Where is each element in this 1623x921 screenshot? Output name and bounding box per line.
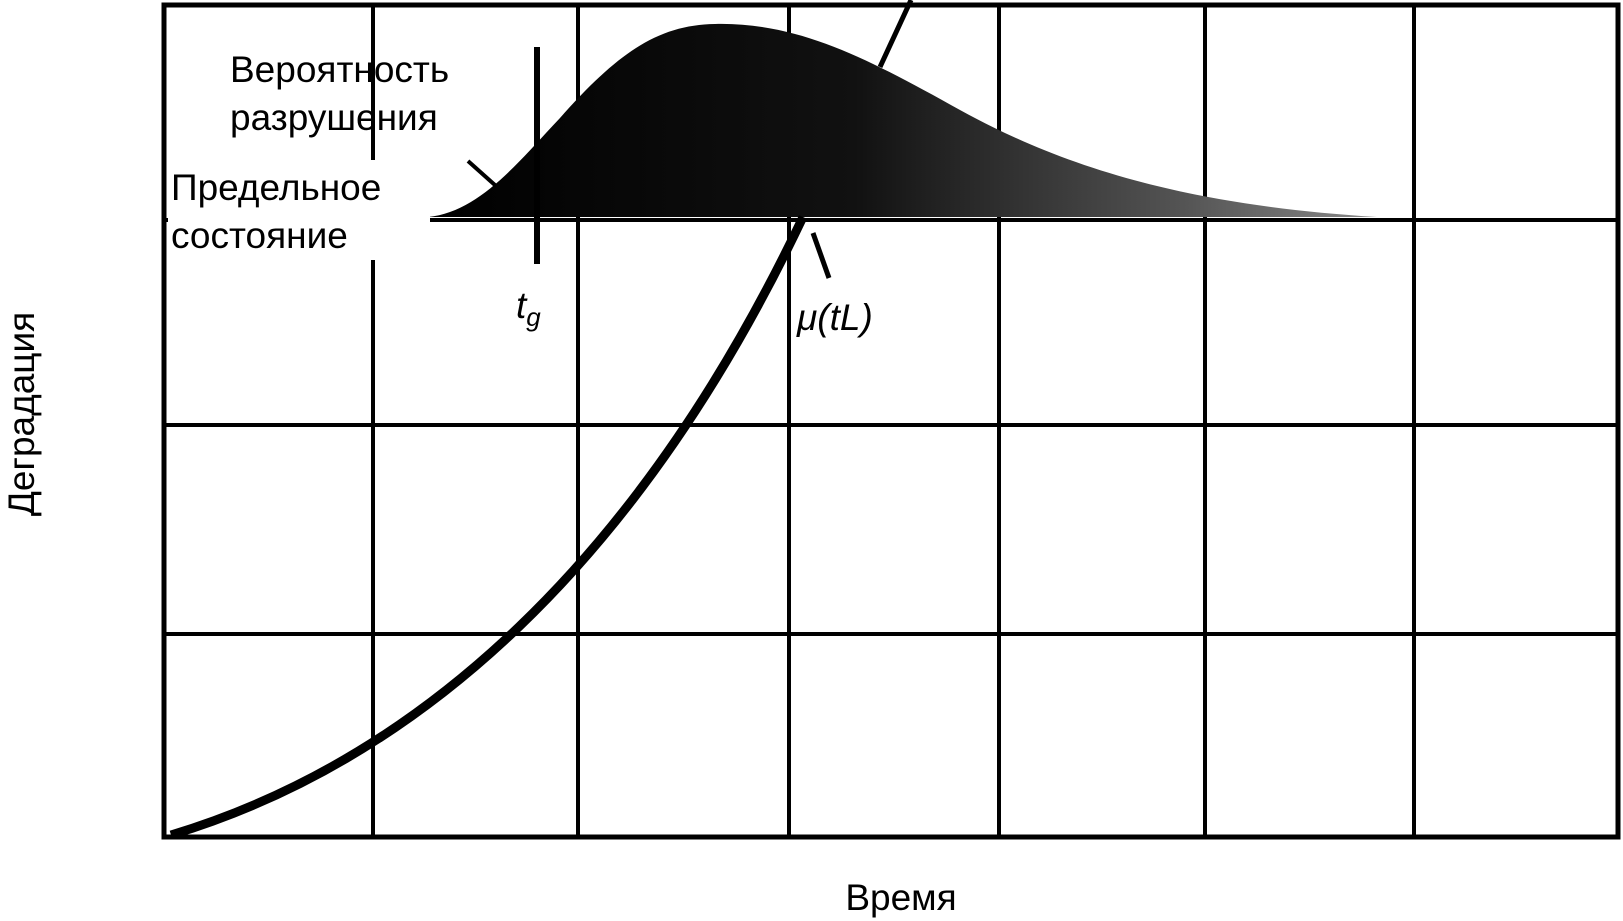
failure-probability-label: разрушения — [230, 97, 438, 138]
failure-distribution — [428, 23, 1377, 217]
plot-frame — [161, 2, 1621, 840]
y-axis-label: Деградация — [1, 312, 42, 516]
tg-sub: g — [526, 302, 541, 332]
limit-state-label: состояние — [171, 215, 348, 256]
degradation-curve — [169, 215, 808, 840]
limit-state-pointer — [466, 159, 498, 188]
mu-label: μ(tL) — [796, 297, 873, 338]
tg-main: t — [516, 285, 528, 326]
label-background — [168, 160, 430, 260]
limit-state-label: Предельное — [171, 167, 381, 208]
tg-label: tg — [516, 285, 541, 332]
mu-pointer — [810, 232, 832, 279]
x-axis-label: Время — [845, 877, 956, 918]
curve-pointer — [877, 0, 914, 69]
failure-probability-label: Вероятность — [230, 49, 449, 90]
